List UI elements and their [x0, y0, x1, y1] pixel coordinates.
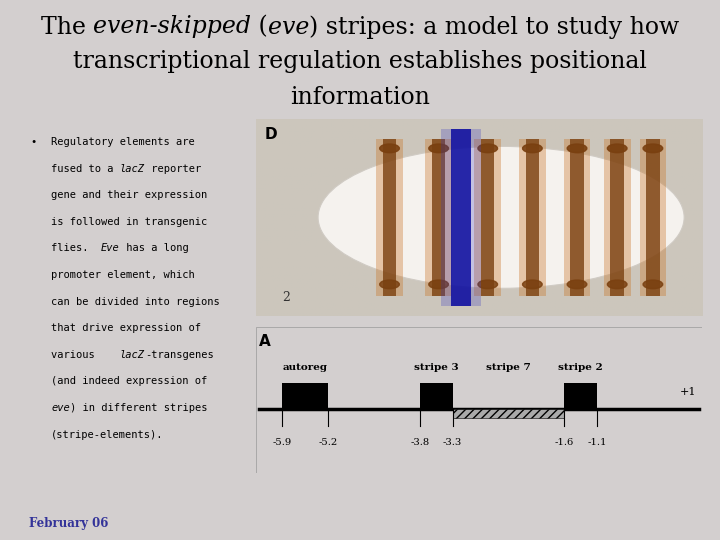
- Bar: [564, 138, 590, 296]
- Text: eve: eve: [51, 403, 70, 413]
- Bar: [451, 129, 471, 306]
- Bar: [639, 138, 666, 296]
- Text: even-skipped: even-skipped: [93, 16, 251, 38]
- Text: (: (: [251, 16, 268, 38]
- Text: Regulatory elements are: Regulatory elements are: [51, 137, 195, 147]
- Text: stripe 2: stripe 2: [558, 363, 603, 372]
- Circle shape: [429, 144, 449, 153]
- Bar: [564, 382, 597, 409]
- Circle shape: [379, 280, 400, 289]
- Text: (and indeed expression of: (and indeed expression of: [51, 376, 207, 386]
- Bar: [604, 138, 631, 296]
- Bar: [282, 382, 328, 409]
- Circle shape: [608, 280, 627, 289]
- Circle shape: [429, 280, 449, 289]
- Circle shape: [567, 280, 587, 289]
- Text: February 06: February 06: [29, 516, 108, 530]
- Circle shape: [379, 144, 400, 153]
- Text: Eve: Eve: [101, 244, 120, 253]
- Text: autoreg: autoreg: [282, 363, 328, 372]
- Text: transcriptional regulation establishes positional: transcriptional regulation establishes p…: [73, 50, 647, 73]
- Bar: [474, 138, 501, 296]
- Bar: [611, 138, 624, 296]
- Bar: [383, 138, 396, 296]
- Bar: [426, 138, 452, 296]
- Circle shape: [523, 280, 542, 289]
- Text: lacZ: lacZ: [120, 350, 145, 360]
- Circle shape: [567, 144, 587, 153]
- Text: is followed in transgenic: is followed in transgenic: [51, 217, 207, 227]
- Text: promoter element, which: promoter element, which: [51, 270, 195, 280]
- Text: that drive expression of: that drive expression of: [51, 323, 201, 333]
- Text: flies.: flies.: [51, 244, 101, 253]
- Circle shape: [608, 144, 627, 153]
- Text: can be divided into regions: can be divided into regions: [51, 296, 220, 307]
- Circle shape: [478, 280, 498, 289]
- Text: gene and their expression: gene and their expression: [51, 190, 207, 200]
- Bar: [453, 409, 564, 418]
- Text: -transgenes: -transgenes: [145, 350, 214, 360]
- Bar: [570, 138, 584, 296]
- Text: -1.6: -1.6: [554, 438, 574, 448]
- Bar: [481, 138, 495, 296]
- Circle shape: [643, 280, 662, 289]
- Text: -1.1: -1.1: [588, 438, 607, 448]
- Text: A: A: [259, 334, 271, 349]
- Ellipse shape: [318, 146, 684, 288]
- Text: •: •: [31, 137, 37, 147]
- Text: 2: 2: [282, 291, 290, 304]
- Text: (stripe-elements).: (stripe-elements).: [51, 429, 163, 440]
- Bar: [441, 129, 481, 306]
- Bar: [432, 138, 445, 296]
- Bar: [420, 382, 453, 409]
- Text: -5.9: -5.9: [272, 438, 292, 448]
- Text: +1: +1: [680, 387, 697, 397]
- Text: -3.8: -3.8: [410, 438, 429, 448]
- Circle shape: [478, 144, 498, 153]
- Text: reporter: reporter: [145, 164, 201, 174]
- Bar: [376, 138, 403, 296]
- Text: -5.2: -5.2: [318, 438, 338, 448]
- Text: various: various: [51, 350, 120, 360]
- Bar: [526, 138, 539, 296]
- Text: has a long: has a long: [120, 244, 189, 253]
- Circle shape: [523, 144, 542, 153]
- Text: eve: eve: [268, 16, 309, 38]
- Text: stripe 3: stripe 3: [414, 363, 459, 372]
- Text: ) stripes: a model to study how: ) stripes: a model to study how: [309, 15, 680, 39]
- Text: stripe 7: stripe 7: [486, 363, 531, 372]
- Circle shape: [643, 144, 662, 153]
- Text: fused to a: fused to a: [51, 164, 120, 174]
- Bar: [519, 138, 546, 296]
- Text: lacZ: lacZ: [120, 164, 145, 174]
- Text: ) in different stripes: ) in different stripes: [70, 403, 207, 413]
- Text: The: The: [40, 16, 93, 38]
- Text: -3.3: -3.3: [443, 438, 462, 448]
- Bar: [647, 138, 660, 296]
- Text: D: D: [264, 127, 277, 141]
- Text: information: information: [290, 86, 430, 109]
